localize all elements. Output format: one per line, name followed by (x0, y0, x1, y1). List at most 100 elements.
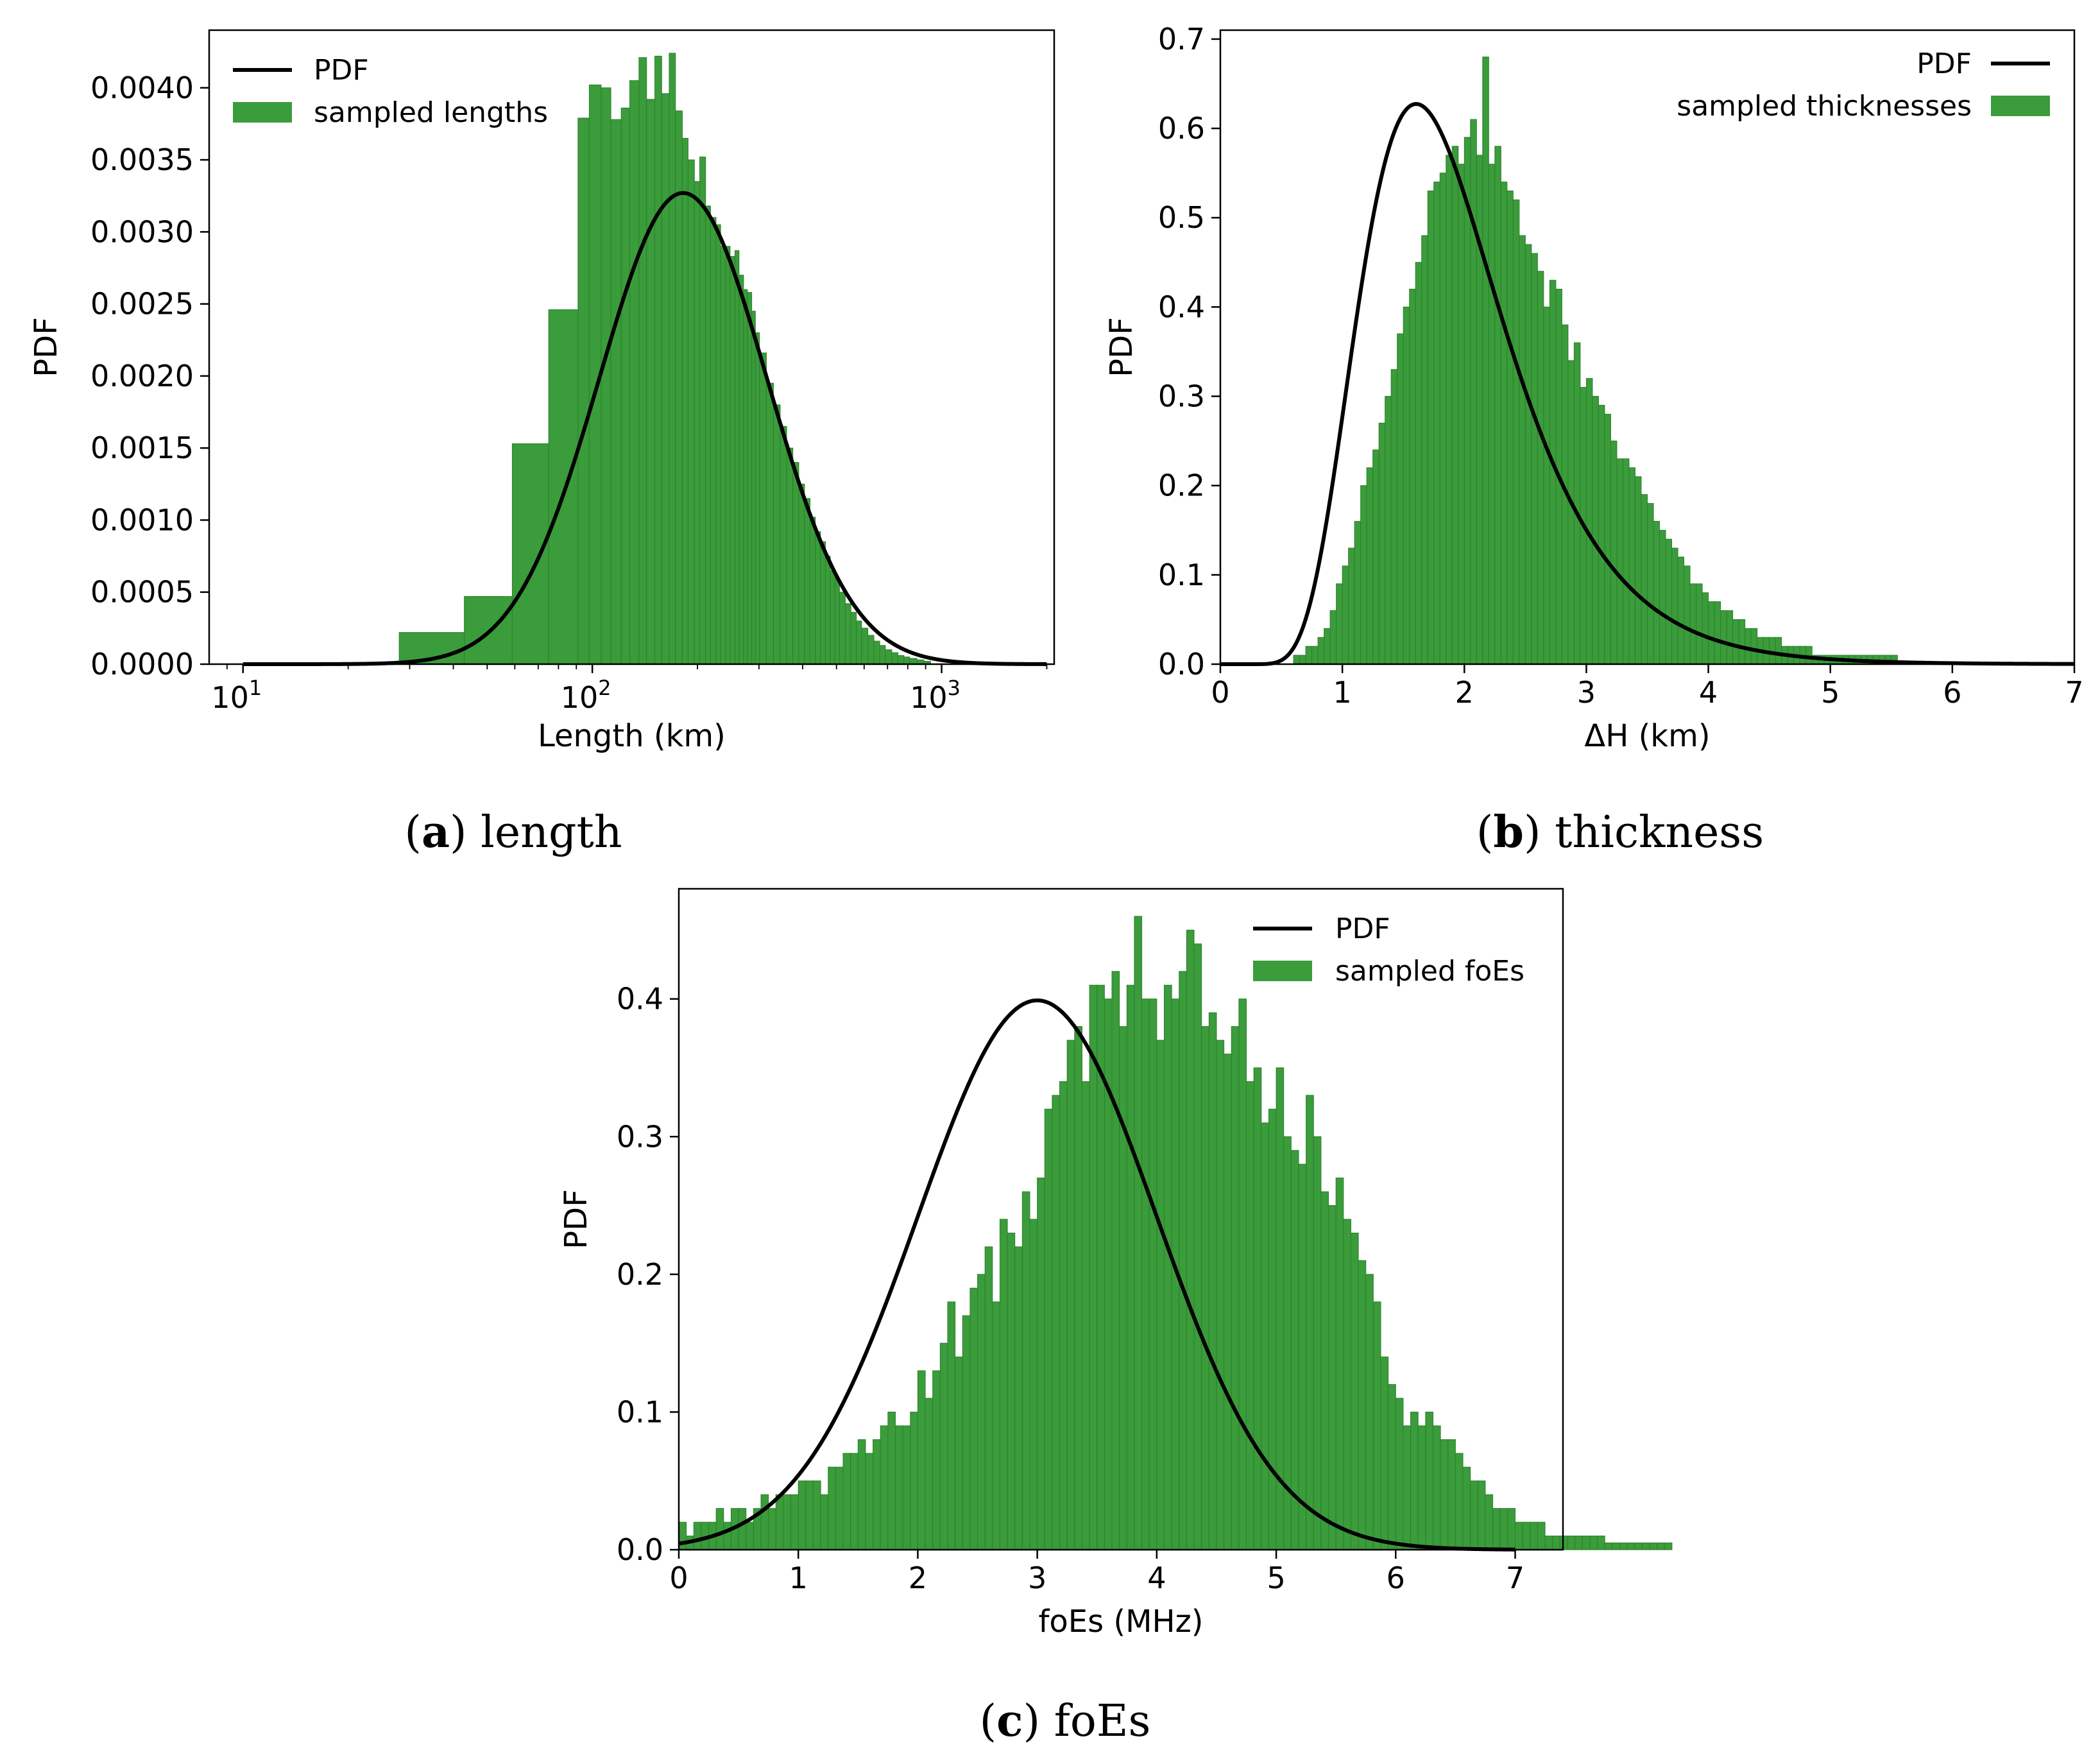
histogram-bar (1641, 1542, 1650, 1550)
histogram-bar (751, 311, 756, 665)
histogram-bar (1372, 449, 1379, 665)
histogram-bar (820, 1494, 829, 1550)
histogram-bar (1354, 520, 1362, 665)
histogram-bar (1360, 485, 1367, 665)
caption-a: (a) length (404, 807, 622, 858)
histogram-bar (1156, 1040, 1165, 1550)
histogram-bar (661, 93, 670, 665)
histogram-bar (1186, 929, 1195, 1550)
histogram-bars (398, 53, 931, 665)
histogram-bar (861, 628, 869, 665)
histogram-bar (1021, 1191, 1030, 1550)
histogram-bar (646, 99, 656, 665)
histogram-bar (1664, 1542, 1673, 1550)
histogram-bar (992, 1301, 1000, 1550)
histogram-bar (939, 1342, 948, 1550)
histogram-bar (1470, 1480, 1478, 1550)
histogram-bar (1485, 1494, 1494, 1550)
histogram-bar (1397, 333, 1404, 665)
histogram-bar (1805, 646, 1813, 665)
y-tick-label: 0.7 (1158, 22, 1205, 56)
histogram-bar (873, 640, 880, 665)
histogram-bar (1037, 1178, 1045, 1550)
histogram-bar (577, 117, 590, 665)
histogram-bar (850, 612, 857, 665)
x-tick-label: 1 (789, 1561, 808, 1595)
histogram-bar (879, 645, 886, 665)
histogram-bar (1305, 646, 1313, 665)
histogram-bar (1311, 646, 1319, 665)
histogram-bar (1439, 173, 1447, 665)
histogram-bar (768, 1508, 776, 1550)
histogram-bar (1696, 583, 1703, 665)
histogram-bar (511, 443, 549, 665)
legend-bar-swatch (233, 102, 292, 123)
histogram-bar (720, 246, 726, 665)
histogram-bar (678, 1521, 687, 1550)
histogram-bar (1385, 396, 1392, 665)
histogram-bar (1447, 1439, 1456, 1550)
y-tick-label: 0.1 (1158, 558, 1205, 592)
histogram-bar (1653, 520, 1660, 665)
histogram-bar (1089, 984, 1098, 1550)
x-tick-label: 7 (1506, 1561, 1524, 1595)
histogram-bar (969, 1287, 978, 1550)
y-tick-label: 0.3 (1158, 379, 1205, 414)
histogram-bar (1500, 182, 1508, 665)
legend-label-pdf: PDF (1335, 913, 1390, 945)
histogram-bar (638, 57, 647, 665)
histogram-bar (1634, 1542, 1643, 1550)
histogram-bar (1433, 182, 1440, 665)
y-axis-label: PDF (1104, 317, 1140, 377)
histogram-bar (699, 157, 706, 665)
histogram-bar (1585, 378, 1593, 665)
histogram-bar (1612, 1542, 1620, 1550)
histogram-bar (610, 119, 622, 665)
histogram-bar (1769, 637, 1776, 665)
histogram-bar (1649, 1542, 1658, 1550)
legend: PDF sampled thicknesses (1677, 47, 2050, 123)
histogram-bar (1544, 1536, 1553, 1550)
histogram-bar (1336, 583, 1343, 665)
histogram-bar (747, 292, 753, 665)
histogram-bar (842, 1453, 851, 1550)
histogram-bar (798, 483, 805, 665)
histogram-bar (1597, 1536, 1605, 1550)
legend-label-pdf: PDF (1916, 47, 1972, 80)
histogram-bar (984, 1246, 993, 1550)
histogram-bar (1403, 306, 1410, 665)
histogram-bar (1014, 1246, 1023, 1550)
histogram-bar (1677, 556, 1685, 665)
caption-b: (b) thickness (1476, 807, 1764, 858)
panel-thickness: 0 1 2 3 4 5 6 7 0.0 0.1 0.2 0.3 0.4 0.5 0.6 0.7 ΔH (km) P… (1104, 22, 2084, 754)
y-tick-label: 0.0040 (90, 71, 194, 105)
x-tick-label: 102 (561, 676, 611, 715)
histogram-bar (1641, 494, 1648, 665)
histogram-bar (1193, 943, 1202, 1550)
pdf-line (678, 998, 1515, 1552)
histogram-bar (887, 1411, 896, 1550)
histogram-bar (1738, 619, 1746, 665)
caption-c: (c) foEs (980, 1695, 1151, 1747)
histogram-bar (694, 181, 701, 665)
histogram-bar (1388, 1384, 1396, 1550)
histogram-bar (1726, 610, 1734, 665)
x-tick-label: 0 (669, 1561, 688, 1595)
histogram-bar (1313, 1136, 1322, 1550)
histogram-bar (885, 649, 892, 665)
histogram-bar (548, 309, 579, 665)
histogram-bar (977, 1274, 986, 1550)
histogram-bar (1659, 529, 1666, 665)
histogram-bar (1299, 655, 1306, 665)
histogram-bar (1702, 592, 1709, 665)
histogram-bar (1494, 146, 1501, 665)
panel-foes: 0 1 2 3 4 5 6 7 0.0 0.1 0.2 0.3 0.4 foEs (MHz) PDF PDF s… (558, 887, 1673, 1640)
histogram-bar (1253, 1067, 1262, 1550)
histogram-bar (1604, 413, 1611, 665)
histogram-bar (1622, 458, 1630, 665)
legend-bar-swatch (1991, 96, 2050, 116)
histogram-bar (693, 1521, 702, 1550)
histogram-bar (1462, 1466, 1471, 1550)
histogram-bar (1689, 583, 1697, 665)
y-tick-label: 0.0010 (90, 502, 194, 537)
